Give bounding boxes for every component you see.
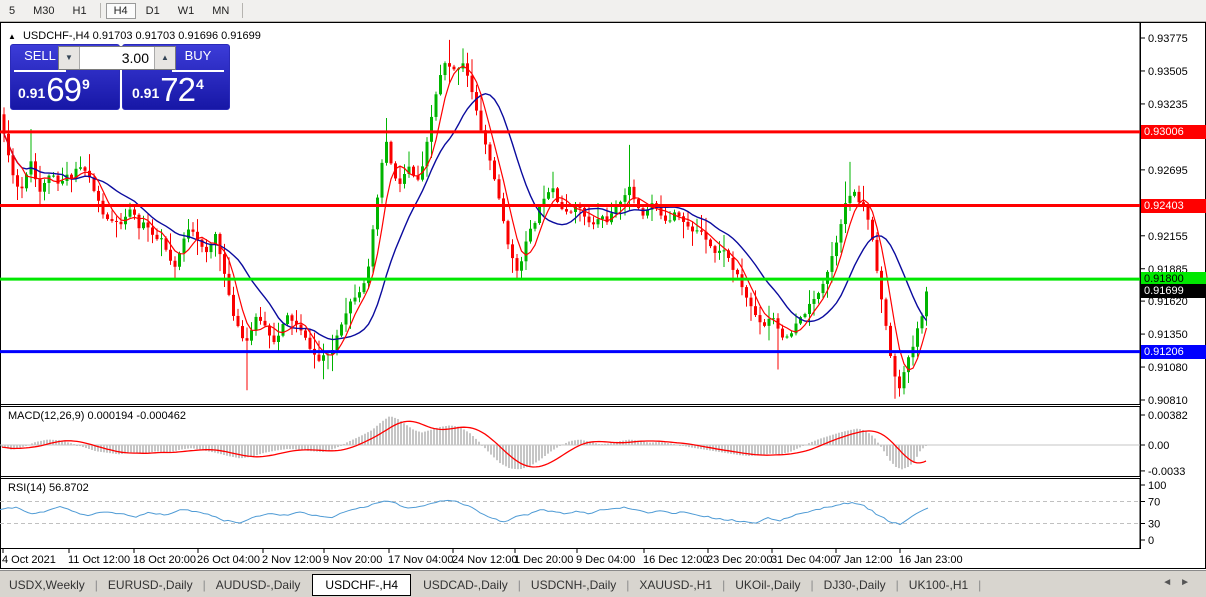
volume-input[interactable] <box>80 47 154 69</box>
time-axis-label: 11 Oct 12:00 <box>68 554 130 566</box>
chart-tab-usdchf-h4[interactable]: USDCHF-,H4 <box>312 573 412 596</box>
symbol-triangle-icon: ▲ <box>8 32 16 41</box>
price-tick-label: 0.93235 <box>1148 99 1188 111</box>
rsi-tick-label: 30 <box>1148 519 1160 531</box>
chart-tab-dj30-daily[interactable]: DJ30-,Daily <box>823 577 886 592</box>
chart-tab-usdx-weekly[interactable]: USDX,Weekly <box>9 577 85 592</box>
sell-button[interactable]: SELL <box>24 48 56 63</box>
time-axis-label: 4 Oct 2021 <box>2 554 56 566</box>
time-axis-label: 9 Dec 04:00 <box>576 554 635 566</box>
chart-tabs-bar: USDX,Weekly | EURUSD-,Daily | AUDUSD-,Daily U… <box>0 570 1206 597</box>
buy-price-sup: 4 <box>195 76 204 92</box>
sell-price-big: 69 <box>46 71 82 108</box>
macd-signal-line <box>1 420 927 468</box>
macd-tick-label: -0.0033 <box>1148 466 1185 478</box>
volume-increase-button[interactable]: ▲ <box>154 47 175 69</box>
tab-separator: | <box>722 577 726 592</box>
timeframe-toolbar: 5 M30 H1 H4 D1 W1 MN <box>0 0 1206 22</box>
time-axis-label: 26 Oct 04:00 <box>197 554 260 566</box>
toolbar-separator <box>242 3 244 18</box>
price-tick-label: 0.90810 <box>1148 395 1188 407</box>
tab-scroll-arrows: ◄► <box>1162 577 1198 588</box>
tab-separator: | <box>202 577 206 592</box>
timeframe-button-5[interactable]: 5 <box>9 4 16 17</box>
price-tick-label: 0.91080 <box>1148 362 1188 374</box>
price-tick-label: 0.92155 <box>1148 231 1188 243</box>
chart-canvas: 0.93775 0.93505 0.93235 0.92695 0.92155 0.918… <box>0 22 1206 569</box>
buy-button[interactable]: BUY <box>184 48 212 63</box>
time-axis-label: 7 Jan 12:00 <box>835 554 893 566</box>
tab-separator: | <box>895 577 899 592</box>
volume-spinner: ▼ ▲ <box>58 46 176 70</box>
buy-price-big: 72 <box>160 71 196 108</box>
chart-tab-ukoil-daily[interactable]: UKOil-,Daily <box>735 577 801 592</box>
timeframe-button-m30[interactable]: M30 <box>33 4 55 17</box>
price-tick-label: 0.93505 <box>1148 66 1188 78</box>
time-axis-label: 31 Dec 04:00 <box>771 554 836 566</box>
tab-separator: | <box>978 577 982 592</box>
price-tick-label: 0.91350 <box>1148 329 1188 341</box>
tab-separator: | <box>810 577 814 592</box>
price-level-badge: 0.91800 <box>1141 272 1206 287</box>
price-tick-label: 0.93775 <box>1148 33 1188 45</box>
rsi-tick-label: 70 <box>1148 497 1160 509</box>
volume-decrease-button[interactable]: ▼ <box>59 47 80 69</box>
chart-window: 0.93775 0.93505 0.93235 0.92695 0.92155 0.918… <box>0 22 1206 569</box>
time-axis-label: 2 Nov 12:00 <box>262 554 321 566</box>
sell-price-base: 0.91 <box>18 85 46 101</box>
macd-tick-label: 0.00382 <box>1148 410 1188 422</box>
time-axis-label: 23 Dec 20:00 <box>707 554 772 566</box>
chart-tab-xauusd-h1[interactable]: XAUUSD-,H1 <box>639 577 713 592</box>
tab-separator: | <box>517 577 521 592</box>
price-level-badge: 0.91206 <box>1141 344 1206 359</box>
ma-slow-line <box>3 92 928 341</box>
ma-fast-line <box>3 65 928 371</box>
one-click-trading-panel: SELL BUY ▼ ▲ 0.91 69 9 0.91 72 4 <box>10 44 230 110</box>
macd-tick-label: 0.00 <box>1148 440 1169 452</box>
time-axis-label: 24 Nov 12:00 <box>452 554 517 566</box>
chart-symbol: USDCHF-,H4 <box>22 30 90 42</box>
time-axis-label: 16 Jan 23:00 <box>899 554 963 566</box>
price-level-badge: 0.92403 <box>1141 198 1206 213</box>
timeframe-button-mn[interactable]: MN <box>212 4 230 17</box>
rsi-line <box>0 499 929 526</box>
sell-price[interactable]: 0.91 69 9 <box>18 72 90 106</box>
time-axis-label: 9 Nov 20:00 <box>323 554 382 566</box>
rsi-label: RSI(14) 56.8702 <box>8 482 89 494</box>
timeframe-button-d1[interactable]: D1 <box>145 4 160 17</box>
chart-tab-audusd-daily[interactable]: AUDUSD-,Daily <box>215 577 301 592</box>
chart-quotes: 0.91703 0.91703 0.91696 0.91699 <box>92 30 261 42</box>
buy-underline <box>172 70 224 72</box>
time-axis-label: 1 Dec 20:00 <box>514 554 573 566</box>
timeframe-button-h1[interactable]: H1 <box>72 4 87 17</box>
sell-price-sup: 9 <box>81 76 90 92</box>
tab-separator: | <box>94 577 98 592</box>
time-axis-label: 18 Oct 20:00 <box>133 554 196 566</box>
price-tick-label: 0.91620 <box>1148 296 1188 308</box>
toolbar-separator <box>99 3 101 18</box>
time-axis-label: 17 Nov 04:00 <box>388 554 453 566</box>
tab-scroll-left-icon[interactable]: ◄ <box>1162 577 1181 588</box>
rsi-tick-label: 100 <box>1148 480 1166 492</box>
buy-price-base: 0.91 <box>132 85 160 101</box>
price-tick-label: 0.92695 <box>1148 165 1188 177</box>
tab-separator: | <box>626 577 630 592</box>
chart-tab-usdcad-daily[interactable]: USDCAD-,Daily <box>423 577 508 592</box>
chart-tab-usdcnh-daily[interactable]: USDCNH-,Daily <box>530 577 617 592</box>
timeframe-button-w1[interactable]: W1 <box>177 4 195 17</box>
current-price-badge: 0.91699 <box>1141 284 1206 299</box>
price-level-badge: 0.93006 <box>1141 124 1206 139</box>
macd-label: MACD(12,26,9) 0.000194 -0.000462 <box>8 410 186 422</box>
chart-header: ▲ USDCHF-,H4 0.91703 0.91703 0.91696 0.9… <box>8 30 261 42</box>
buy-price[interactable]: 0.91 72 4 <box>132 72 204 106</box>
tab-scroll-right-icon[interactable]: ► <box>1180 577 1198 588</box>
timeframe-button-h4[interactable]: H4 <box>105 2 136 19</box>
time-axis-label: 16 Dec 12:00 <box>643 554 708 566</box>
rsi-tick-label: 0 <box>1148 535 1154 547</box>
candlesticks <box>2 39 928 399</box>
chart-tab-uk100-h1[interactable]: UK100-,H1 <box>908 577 969 592</box>
sell-underline <box>14 70 66 72</box>
chart-tab-eurusd-daily[interactable]: EURUSD-,Daily <box>107 577 193 592</box>
